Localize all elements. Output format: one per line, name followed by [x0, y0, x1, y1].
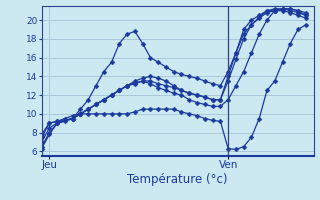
X-axis label: Température (°c): Température (°c)	[127, 173, 228, 186]
